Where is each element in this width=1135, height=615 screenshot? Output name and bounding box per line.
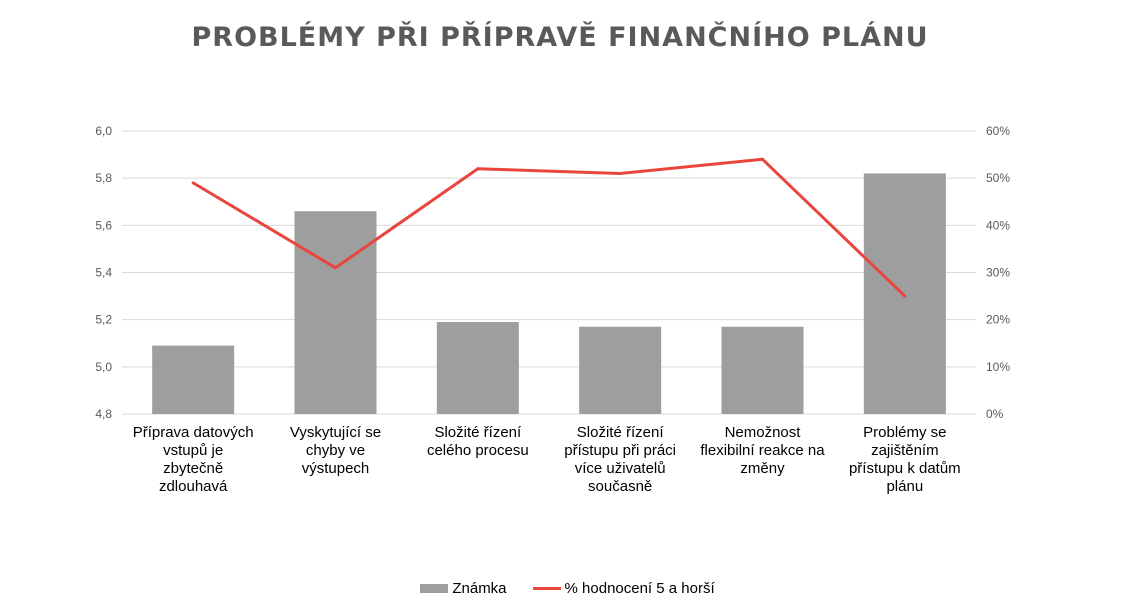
- legend-item-line: % hodnocení 5 a horší: [532, 580, 715, 597]
- line-point: [903, 294, 907, 298]
- bar: [721, 326, 804, 414]
- chart-legend: Známka % hodnocení 5 a horší: [0, 580, 1135, 597]
- y-right-tick-label: 50%: [986, 171, 1010, 185]
- bar: [152, 345, 235, 414]
- x-category-label: Složité řízení celého procesu: [427, 424, 529, 459]
- x-category-label: Problémy se zajištěním přístupu k datům plá…: [849, 424, 961, 495]
- y-right-tick-label: 40%: [986, 218, 1010, 232]
- bar: [579, 326, 662, 414]
- bar: [436, 322, 519, 414]
- legend-item-bar: Známka: [420, 580, 507, 597]
- y-right-tick-label: 20%: [986, 313, 1010, 327]
- line-point: [761, 157, 764, 161]
- line-point: [334, 266, 337, 270]
- y-left-tick-label: 5,2: [95, 313, 112, 327]
- x-category-label: Příprava datových vstupů je zbytečně zdlouh…: [133, 424, 254, 495]
- y-left-tick-label: 5,0: [95, 360, 112, 374]
- y-left-tick-label: 5,8: [95, 171, 112, 185]
- y-left-tick-label: 5,4: [95, 266, 112, 280]
- bar: [863, 173, 946, 414]
- line-point: [618, 171, 622, 175]
- bar: [294, 211, 377, 414]
- x-category-label: Vyskytující se chyby ve výstupech: [290, 424, 381, 477]
- y-right-tick-label: 10%: [986, 360, 1010, 374]
- y-right-tick-label: 30%: [986, 266, 1010, 280]
- chart-title: PROBLÉMY PŘI PŘÍPRAVĚ FINANČNÍHO PLÁNU: [191, 22, 929, 53]
- legend-label-line: % hodnocení 5 a horší: [564, 580, 715, 597]
- y-left-tick-label: 4,8: [95, 407, 112, 421]
- y-left-tick-label: 6,0: [95, 124, 112, 138]
- legend-label-bar: Známka: [452, 580, 507, 597]
- line-point: [191, 181, 195, 185]
- x-category-label: Složité řízení přístupu při práci více uži…: [564, 424, 676, 495]
- line-series: [192, 157, 906, 298]
- y-left-tick-label: 5,6: [95, 218, 112, 232]
- y-right-tick-label: 60%: [986, 124, 1010, 138]
- legend-swatch-bar: [420, 584, 449, 593]
- line-point: [476, 167, 480, 171]
- legend-swatch-line: [532, 587, 561, 590]
- y-right-tick-label: 0%: [986, 407, 1004, 421]
- x-category-label: Nemožnost flexibilní reakce na změny: [700, 424, 825, 477]
